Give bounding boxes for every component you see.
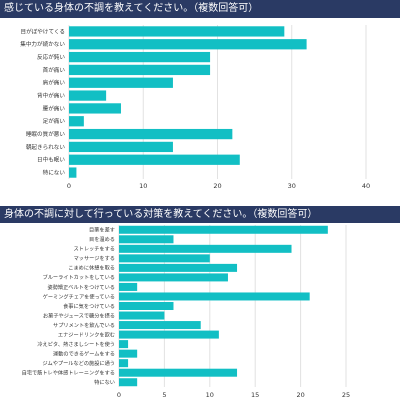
bar xyxy=(119,359,129,368)
bar xyxy=(69,128,233,140)
bar xyxy=(119,225,328,234)
x-tick-label: 15 xyxy=(251,391,259,399)
chart-title: 感じている身体の不調を教えてください。（複数回答可） xyxy=(0,0,400,18)
x-tick-label: 0 xyxy=(67,182,71,190)
x-tick-label: 0 xyxy=(117,391,121,399)
bar xyxy=(119,292,310,301)
bar xyxy=(69,64,211,76)
category-label: 食事に気をつけている xyxy=(63,302,115,310)
bar xyxy=(119,273,228,282)
category-label: 自宅で筋トレや体感トレーニングをする xyxy=(22,369,115,377)
category-label: ストレッチをする xyxy=(73,246,115,253)
x-tick-label: 20 xyxy=(213,182,221,190)
category-label: こまめに休憩を取る xyxy=(68,264,115,272)
category-label: 反応が鈍い xyxy=(37,53,65,61)
bar xyxy=(69,77,173,88)
bar xyxy=(119,378,138,387)
bar xyxy=(119,254,210,263)
category-label: エナジードリンクを飲む xyxy=(58,330,115,338)
chart-panel-symptoms: 感じている身体の不調を教えてください。（複数回答可） 0 10 20 30 40 目がぼや… xyxy=(0,0,400,198)
countermeasures-bar-chart: 0 5 10 15 20 25 目薬を差す目を温めるストレッチをするマッサージをするこまめに… xyxy=(22,225,350,399)
bar xyxy=(69,39,307,50)
category-label: 背中が痛い xyxy=(37,92,65,100)
bar xyxy=(69,154,240,165)
bar xyxy=(119,235,174,244)
bar xyxy=(69,167,77,178)
category-label: 集中力が続かない xyxy=(20,40,65,48)
category-label: 目がぼやけてくる xyxy=(21,27,65,35)
bar xyxy=(119,340,129,349)
bar xyxy=(69,26,285,37)
bar xyxy=(69,141,173,153)
category-label: お菓子やジュースで糖分を摂る xyxy=(43,311,115,319)
bar xyxy=(119,321,201,330)
chart-panel-countermeasures: 身体の不調に対して行っている対策を教えてください。（複数回答可） 0 5 10 15 2… xyxy=(0,206,400,400)
category-label: 睡眠の質が悪い xyxy=(26,130,66,138)
category-label: 目を温める xyxy=(89,235,115,243)
x-tick-label: 20 xyxy=(296,391,304,399)
x-tick-label: 25 xyxy=(342,391,350,399)
category-label: 腰が痛い xyxy=(43,104,66,112)
bar xyxy=(119,282,138,291)
category-label: 冷えピタ、熱さましシートを使う xyxy=(37,340,115,348)
category-label: 姿勢矯正ベルトをつけている xyxy=(48,283,115,291)
category-label: 特にない xyxy=(43,169,66,177)
bar xyxy=(119,244,292,253)
category-label: サプリメントを飲んでいる xyxy=(53,321,115,329)
category-label: マッサージをする xyxy=(74,255,115,262)
bar xyxy=(69,51,211,63)
category-label: 運動のできるゲームをする xyxy=(53,349,115,357)
chart-title: 身体の不調に対して行っている対策を教えてください。（複数回答可） xyxy=(0,206,400,223)
bar xyxy=(119,330,219,339)
category-label: 特にない xyxy=(94,378,115,386)
category-label: 日中も眠い xyxy=(37,156,65,164)
category-label: ジムやプールなどの施設に通う xyxy=(42,359,115,367)
bar xyxy=(119,368,238,377)
category-label: ゲーミングチェアを使っている xyxy=(43,292,115,300)
x-tick-label: 10 xyxy=(139,182,147,190)
x-tick-label: 30 xyxy=(288,182,296,190)
bar xyxy=(119,263,238,272)
category-label: 足が痛い xyxy=(43,117,66,125)
category-label: ブルーライトカットをしている xyxy=(43,273,115,281)
bar xyxy=(119,311,165,320)
symptoms-bar-chart: 0 10 20 30 40 目がぼやけてくる集中力が続かない反応が鈍い首が痛い肩が痛い背中… xyxy=(20,25,370,190)
category-label: 朝起きられない xyxy=(26,144,66,151)
bar xyxy=(69,103,121,114)
bar xyxy=(119,301,174,311)
bar xyxy=(69,90,107,101)
x-tick-label: 5 xyxy=(162,391,166,399)
x-tick-label: 40 xyxy=(362,182,370,190)
x-tick-label: 10 xyxy=(206,391,214,399)
bar xyxy=(119,349,138,358)
category-label: 首が痛い xyxy=(43,66,66,74)
category-label: 肩が痛い xyxy=(43,79,66,87)
bar xyxy=(69,116,84,127)
category-label: 目薬を差す xyxy=(89,226,115,234)
